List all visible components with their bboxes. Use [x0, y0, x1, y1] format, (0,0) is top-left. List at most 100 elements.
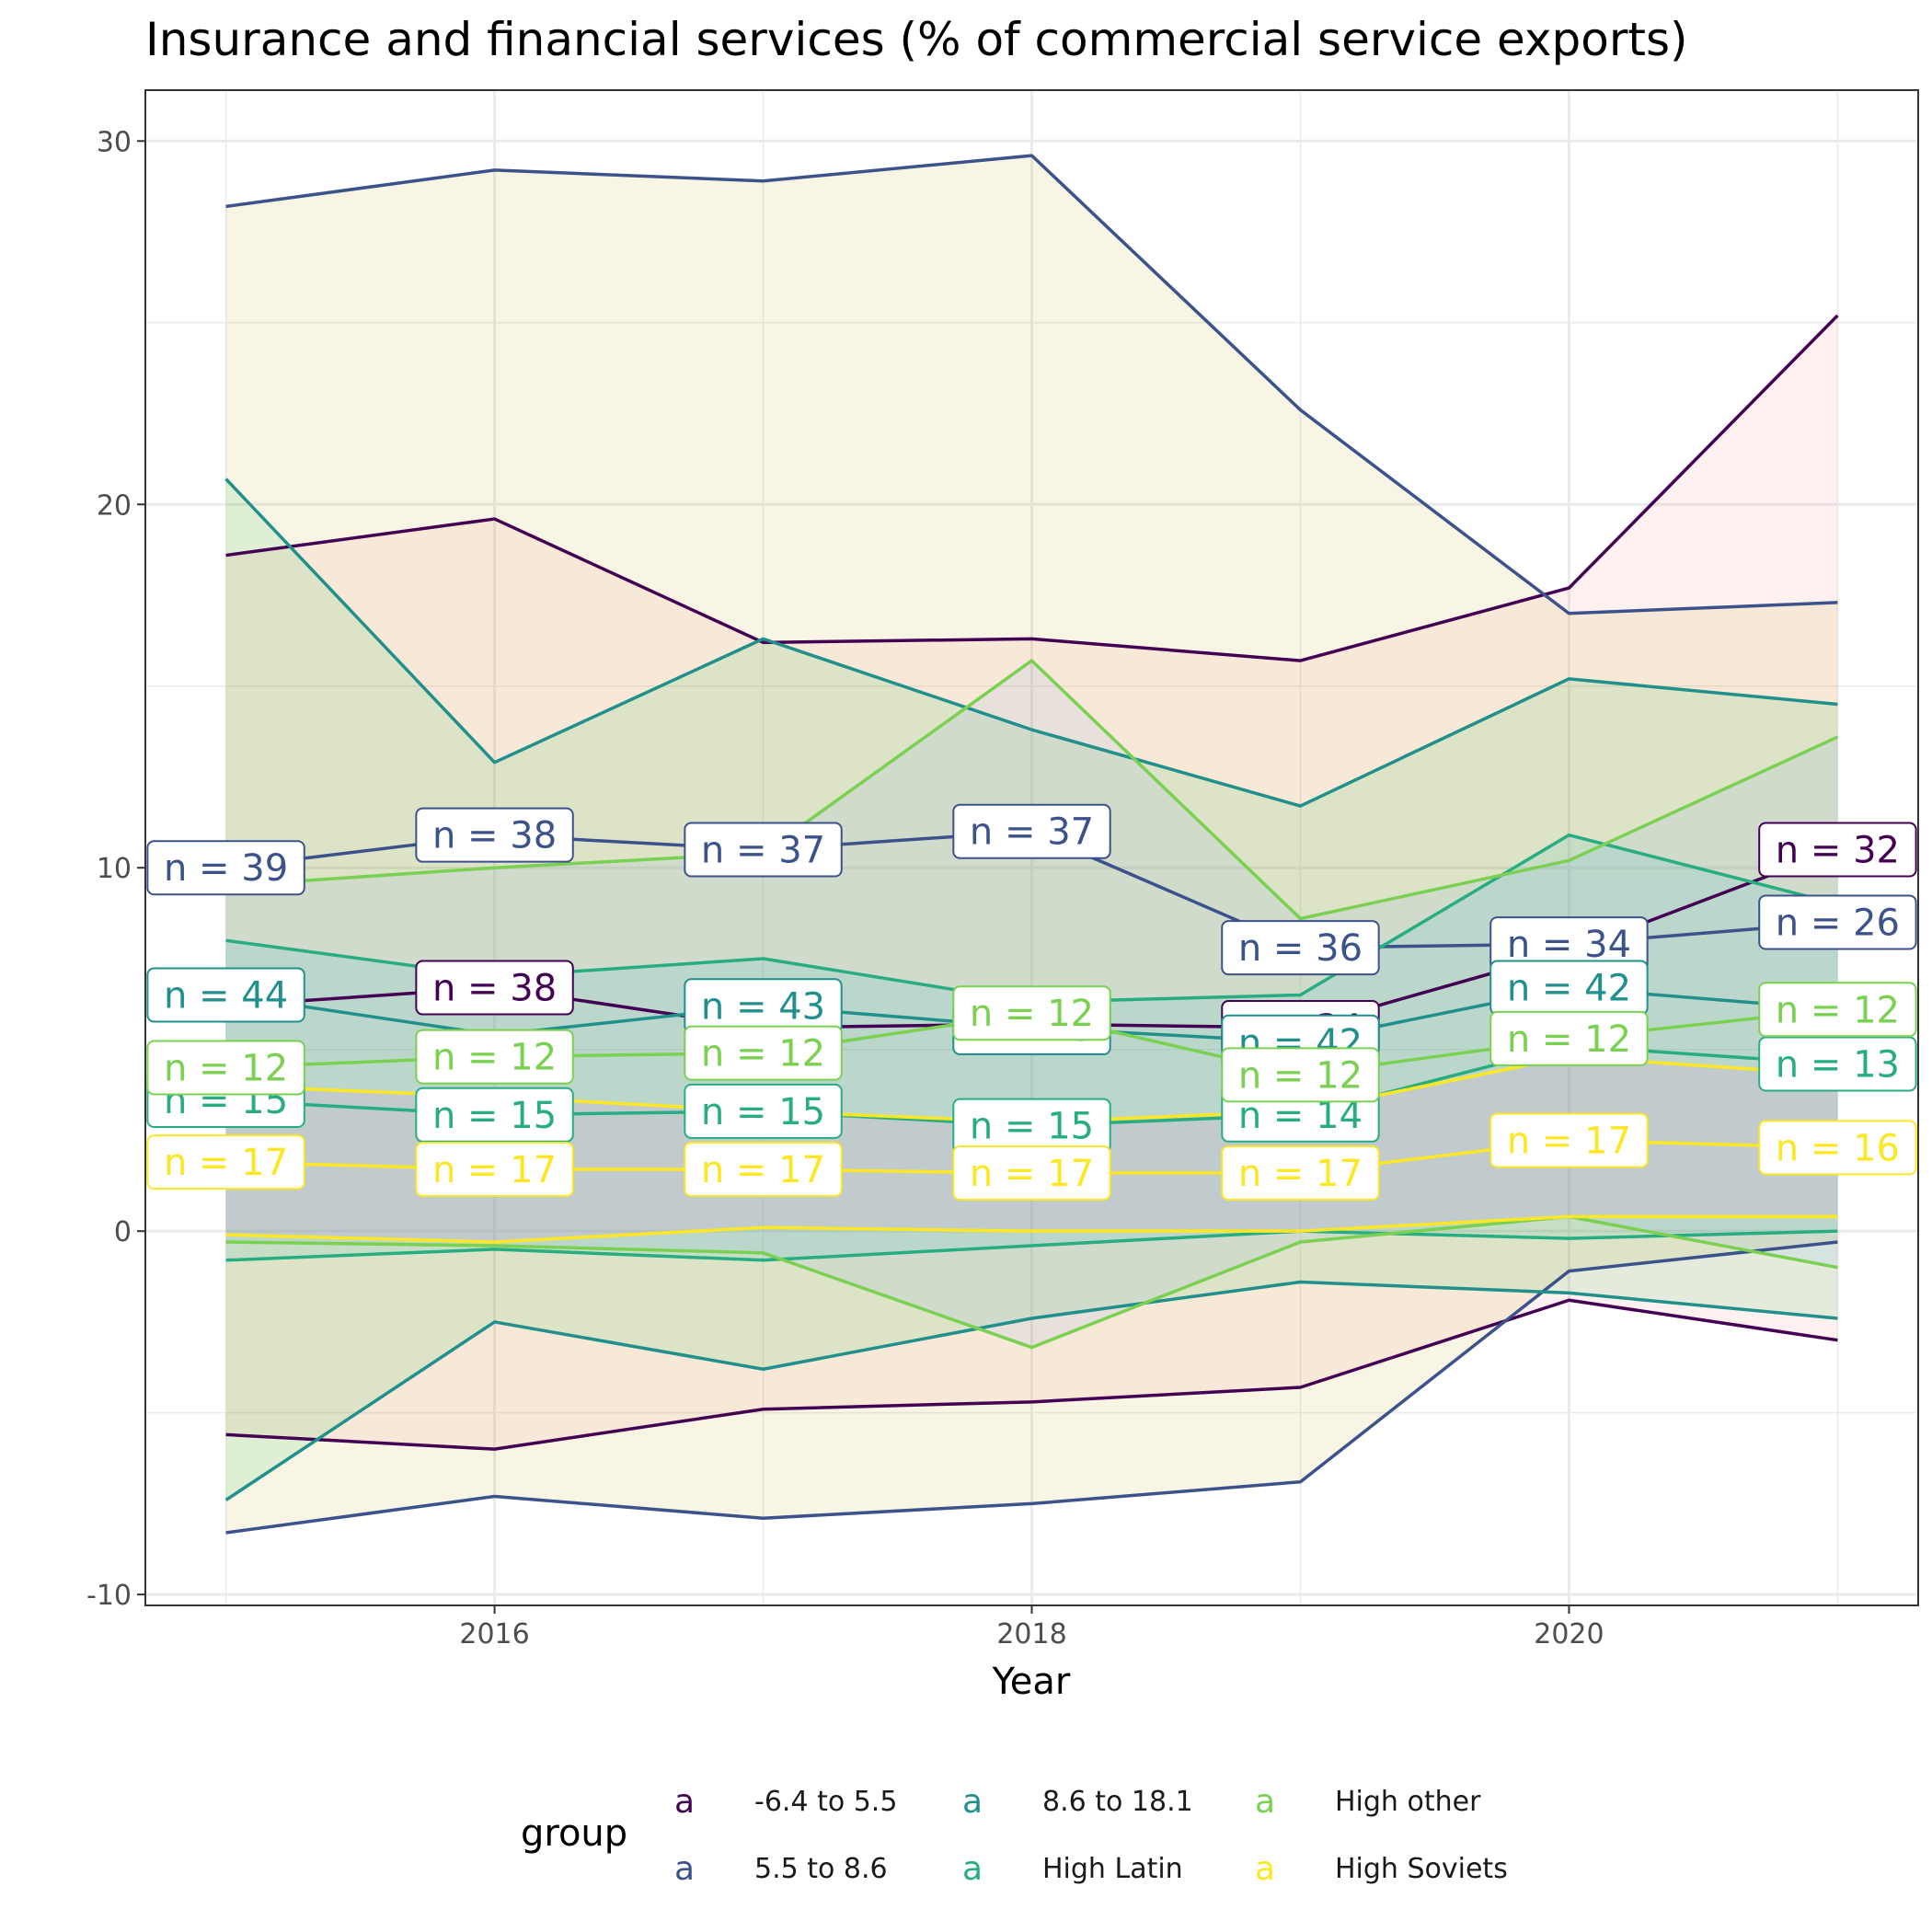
count-label-box: [1221, 1047, 1380, 1103]
count-label-text: n = 12: [164, 1047, 288, 1089]
count-label-text: n = 38: [432, 968, 557, 1010]
legend-label: 8.6 to 18.1: [1042, 1786, 1193, 1818]
series-upper-line: [224, 477, 1838, 808]
legend-title: group: [521, 1812, 627, 1855]
count-label: n = 12: [684, 1025, 843, 1081]
count-label-box: [684, 1142, 843, 1198]
count-label-box: [952, 803, 1111, 859]
legend-key: a: [674, 1850, 695, 1888]
count-label-text: n = 37: [701, 829, 825, 871]
count-label: n = 37: [952, 803, 1111, 859]
count-label-box: [415, 1029, 574, 1085]
count-label-box: [952, 1144, 1111, 1201]
count-label: n = 37: [684, 822, 843, 878]
count-label: n = 36: [1221, 920, 1380, 976]
count-label: n = 43: [684, 978, 843, 1034]
count-label-text: n = 17: [1507, 1120, 1631, 1162]
legend-item: a High other: [1255, 1783, 1481, 1821]
series-lower-line: [225, 1214, 1838, 1244]
legend-item: a 8.6 to 18.1: [962, 1783, 1193, 1821]
series-lower-line: [225, 1240, 1838, 1535]
count-label-text: n = 12: [1776, 989, 1900, 1031]
count-label: n = 13: [1758, 1036, 1917, 1092]
legend-label: High Latin: [1042, 1853, 1183, 1885]
legend-item: a High Latin: [962, 1850, 1183, 1888]
legend-label: -6.4 to 5.5: [754, 1786, 897, 1818]
series-upper-line: [225, 154, 1838, 615]
count-label: n = 12: [1489, 1010, 1649, 1066]
count-labels: n = 38 n = 34 n = 32 n = 39 n = 38 n = 37 n = …: [146, 803, 1917, 1201]
count-label: n = 17: [684, 1142, 843, 1198]
count-label-box: [1221, 1144, 1380, 1201]
x-tick-label: 2016: [459, 1618, 529, 1650]
count-label-text: n = 38: [432, 815, 557, 857]
count-label-text: n = 32: [1776, 829, 1900, 871]
legend-item: a -6.4 to 5.5: [674, 1783, 897, 1821]
count-label-text: n = 16: [1776, 1127, 1900, 1169]
count-label: n = 12: [1221, 1047, 1380, 1103]
count-label-text: n = 17: [970, 1153, 1094, 1195]
x-axis-title: Year: [992, 1661, 1071, 1703]
legend-label: High other: [1335, 1786, 1481, 1818]
series-lower-line: [224, 1280, 1838, 1501]
count-label-text: n = 12: [970, 993, 1094, 1035]
count-label-box: [146, 840, 305, 896]
count-label-text: n = 12: [1238, 1054, 1363, 1097]
count-label-box: [1489, 1112, 1649, 1168]
count-label-box: [1758, 982, 1917, 1038]
legend-label: 5.5 to 8.6: [754, 1853, 888, 1885]
count-label-box: [146, 967, 305, 1023]
x-tick-label: 2020: [1534, 1618, 1604, 1650]
series-upper-line: [225, 314, 1839, 662]
count-label-text: n = 39: [164, 847, 288, 890]
count-label-box: [952, 985, 1111, 1041]
count-label-text: n = 36: [1238, 927, 1363, 970]
count-label: n = 12: [415, 1029, 574, 1085]
count-label: n = 15: [684, 1083, 843, 1139]
count-label-box: [684, 822, 843, 878]
series-lower-line: [225, 1298, 1838, 1451]
count-label: n = 44: [146, 967, 305, 1023]
count-label-box: [684, 1025, 843, 1081]
count-label: n = 17: [146, 1134, 305, 1190]
legend-key: a: [1255, 1783, 1275, 1821]
count-label-text: n = 44: [164, 974, 288, 1017]
count-label-box: [1489, 1010, 1649, 1066]
count-label: n = 12: [1758, 982, 1917, 1038]
count-label: n = 15: [952, 1098, 1111, 1154]
chart-title: Insurance and financial services (% of c…: [145, 13, 1688, 66]
count-label: n = 17: [1221, 1144, 1380, 1201]
count-label-box: [146, 1040, 305, 1096]
count-label: n = 38: [415, 960, 574, 1016]
legend-key: a: [674, 1783, 695, 1821]
count-label-text: n = 15: [701, 1091, 825, 1133]
count-label-text: n = 43: [701, 985, 825, 1028]
count-label-text: n = 13: [1776, 1044, 1900, 1087]
count-label: n = 17: [952, 1144, 1111, 1201]
count-label-box: [415, 807, 574, 863]
x-axis: 2016 2018 2020: [459, 1605, 1604, 1650]
count-label-box: [415, 1142, 574, 1198]
count-label-box: [1758, 1120, 1917, 1176]
count-label-text: n = 34: [1507, 924, 1631, 966]
y-tick-label: 30: [97, 126, 132, 158]
legend-item: a 5.5 to 8.6: [674, 1850, 888, 1888]
count-label: n = 15: [415, 1087, 574, 1143]
y-tick-label: 0: [114, 1216, 132, 1248]
count-label: n = 42: [1489, 960, 1649, 1016]
count-label-text: n = 17: [164, 1142, 288, 1184]
count-label-box: [684, 1083, 843, 1139]
legend-item: a High Soviets: [1255, 1850, 1508, 1888]
count-label-text: n = 17: [1238, 1153, 1363, 1195]
count-label-text: n = 15: [432, 1095, 557, 1137]
count-label: n = 39: [146, 840, 305, 896]
count-label-box: [146, 1134, 305, 1190]
count-label-text: n = 42: [1507, 968, 1631, 1010]
ribbon: [225, 315, 1838, 1450]
count-label: n = 26: [1758, 894, 1917, 950]
count-label-text: n = 17: [701, 1149, 825, 1191]
legend-key: a: [1255, 1850, 1275, 1888]
count-label-box: [1221, 920, 1380, 976]
count-label-text: n = 17: [432, 1149, 557, 1191]
